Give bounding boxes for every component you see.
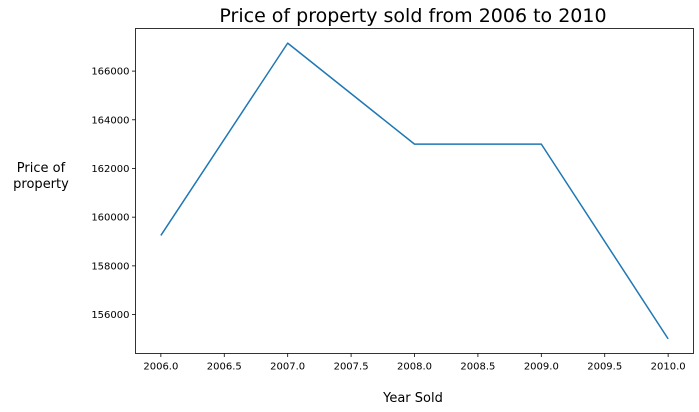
x-tick-label: 2009.0	[524, 362, 559, 373]
plot-frame	[135, 28, 694, 354]
y-axis-title-line-2: property	[13, 177, 69, 192]
x-tick-label: 2007.5	[334, 362, 369, 373]
y-tick-label: 158000	[91, 261, 129, 272]
x-tick-label: 2007.0	[270, 362, 305, 373]
x-tick-label: 2009.5	[587, 362, 622, 373]
y-tick-label: 164000	[91, 115, 129, 126]
y-tick-label: 160000	[91, 213, 129, 224]
x-tick-label: 2006.0	[143, 362, 178, 373]
x-tick-label: 2006.5	[207, 362, 242, 373]
x-tick-label: 2010.0	[651, 362, 686, 373]
y-tick-label: 156000	[91, 310, 129, 321]
series-layer	[160, 42, 669, 340]
ticks-layer: 2006.0 2006.5 2007.0 2007.5 2008.0 2008.5 2009…	[91, 67, 685, 373]
x-tick-label: 2008.5	[460, 362, 495, 373]
chart-title: Price of property sold from 2006 to 2010	[219, 5, 606, 27]
y-tick-label: 162000	[91, 164, 129, 175]
y-tick-label: 166000	[91, 67, 129, 78]
y-axis-title-line-1: Price of	[17, 161, 66, 176]
series-line-0	[160, 42, 669, 340]
x-tick-label: 2008.0	[397, 362, 432, 373]
x-axis-title: Year Sold	[382, 391, 443, 406]
